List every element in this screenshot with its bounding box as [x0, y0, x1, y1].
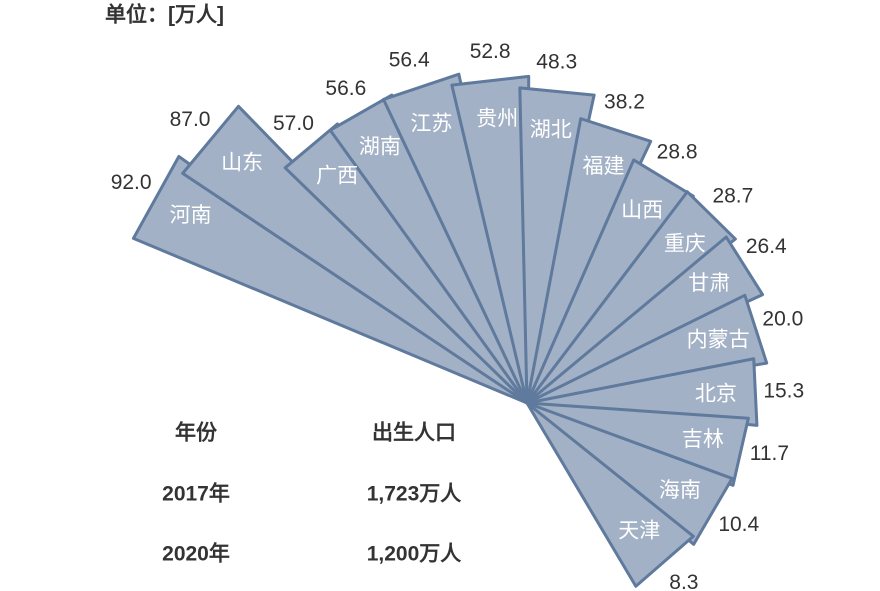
table-cell: 1,200万人 — [367, 543, 462, 566]
value-label: 28.7 — [712, 185, 753, 208]
value-label: 20.0 — [762, 307, 803, 330]
value-label: 11.7 — [750, 442, 789, 465]
value-label: 87.0 — [170, 108, 211, 131]
table-cell: 2020年 — [162, 542, 230, 566]
table-cell: 2017年 — [162, 482, 230, 506]
table-cell: 1,723万人 — [367, 483, 462, 506]
wedge — [525, 401, 695, 588]
wedges — [131, 72, 769, 588]
category-label: 天津 — [618, 520, 660, 543]
value-label: 28.8 — [657, 141, 698, 164]
category-label: 山西 — [621, 199, 663, 222]
category-label: 内蒙古 — [687, 328, 750, 351]
table-header: 出生人口 — [372, 421, 456, 445]
table-header: 年份 — [175, 421, 218, 445]
value-label: 8.3 — [669, 571, 698, 591]
category-label: 北京 — [695, 382, 737, 405]
unit-label: 单位：[万人] — [105, 3, 224, 27]
value-label: 26.4 — [746, 235, 787, 258]
category-label: 河南 — [170, 204, 212, 227]
category-label: 甘肃 — [688, 272, 730, 295]
value-label: 52.8 — [470, 40, 511, 63]
value-label: 56.4 — [389, 48, 430, 71]
category-label: 吉林 — [682, 428, 724, 451]
value-label: 15.3 — [763, 379, 804, 402]
value-label: 56.6 — [325, 77, 366, 100]
category-label: 湖南 — [359, 136, 401, 159]
category-label: 湖北 — [530, 118, 572, 141]
value-label: 48.3 — [536, 51, 577, 74]
value-label: 10.4 — [718, 513, 759, 536]
category-label: 贵州 — [476, 107, 518, 130]
category-label: 山东 — [221, 152, 263, 175]
value-label: 92.0 — [111, 171, 152, 194]
category-label: 广西 — [316, 164, 358, 187]
value-label: 57.0 — [273, 112, 314, 135]
category-label: 江苏 — [410, 113, 452, 136]
value-label: 38.2 — [604, 91, 645, 114]
category-label: 福建 — [582, 155, 624, 178]
category-label: 海南 — [659, 479, 701, 502]
category-label: 重庆 — [664, 233, 706, 256]
